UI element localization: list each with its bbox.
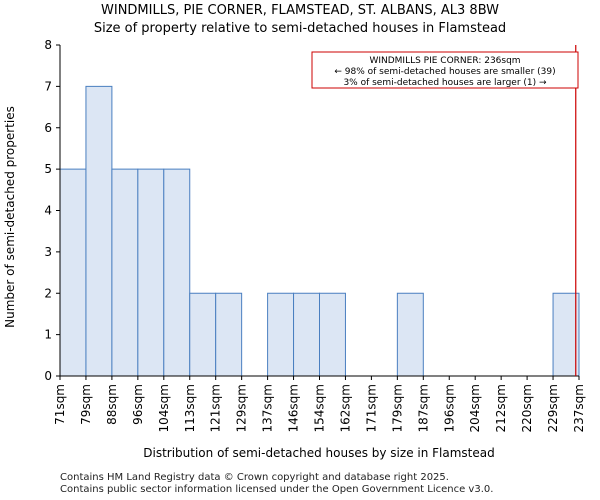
x-tick-label: 121sqm [209, 384, 223, 432]
x-tick-label: 204sqm [468, 384, 482, 432]
annotation-line2: ← 98% of semi-detached houses are smalle… [334, 67, 555, 77]
histogram-bar [293, 292, 320, 377]
x-tick-label: 137sqm [261, 384, 275, 432]
x-tick-label: 96sqm [131, 384, 145, 425]
footer-line-2: Contains public sector information licen… [60, 484, 494, 495]
annotation-box [311, 51, 579, 89]
histogram-bar [59, 168, 87, 377]
x-tick-label: 146sqm [287, 384, 301, 432]
x-tick-label: 154sqm [313, 384, 327, 432]
x-tick-label: 88sqm [105, 384, 119, 425]
x-tick-label: 79sqm [79, 384, 93, 425]
annotation-line3: 3% of semi-detached houses are larger (1… [343, 78, 547, 88]
x-tick-label: 162sqm [338, 384, 352, 432]
y-tick-label: 2 [44, 286, 52, 300]
x-tick-label: 229sqm [546, 384, 560, 432]
y-tick-label: 6 [44, 121, 52, 135]
histogram-bar [215, 292, 243, 377]
histogram-bar [137, 168, 165, 377]
y-tick-label: 4 [44, 204, 52, 218]
x-axis-label: Distribution of semi-detached houses by … [143, 446, 494, 460]
histogram-bar [163, 168, 191, 377]
y-tick-label: 1 [44, 328, 52, 342]
histogram-bar [111, 168, 139, 377]
histogram-bar [552, 292, 580, 377]
histogram-bar [319, 292, 346, 377]
histogram-bar [396, 292, 424, 377]
annotation-line1: WINDMILLS PIE CORNER: 236sqm [369, 56, 520, 66]
footer-line-1: Contains HM Land Registry data © Crown c… [60, 472, 449, 483]
chart-title: WINDMILLS, PIE CORNER, FLAMSTEAD, ST. AL… [101, 3, 499, 18]
y-tick-label: 7 [44, 79, 52, 93]
x-tick-label: 187sqm [416, 384, 430, 432]
x-tick-label: 129sqm [235, 384, 249, 432]
x-tick-label: 220sqm [520, 384, 534, 432]
y-axis-label: Number of semi-detached properties [3, 106, 17, 328]
x-tick-label: 171sqm [364, 384, 378, 432]
x-tick-label: 71sqm [53, 384, 67, 425]
chart-subtitle: Size of property relative to semi-detach… [93, 21, 507, 36]
x-tick-label: 196sqm [442, 384, 456, 432]
y-tick-label: 0 [44, 369, 52, 383]
x-tick-label: 113sqm [183, 384, 197, 432]
x-tick-label: 212sqm [494, 384, 508, 432]
x-tick-label: 237sqm [572, 384, 586, 432]
histogram-bar [267, 292, 295, 377]
histogram-bar [85, 85, 113, 377]
histogram-bar [189, 292, 217, 377]
x-tick-label: 104sqm [157, 384, 171, 432]
x-tick-label: 179sqm [390, 384, 404, 432]
y-tick-label: 8 [44, 38, 52, 52]
y-tick-label: 5 [44, 162, 52, 176]
y-tick-label: 3 [44, 245, 52, 259]
